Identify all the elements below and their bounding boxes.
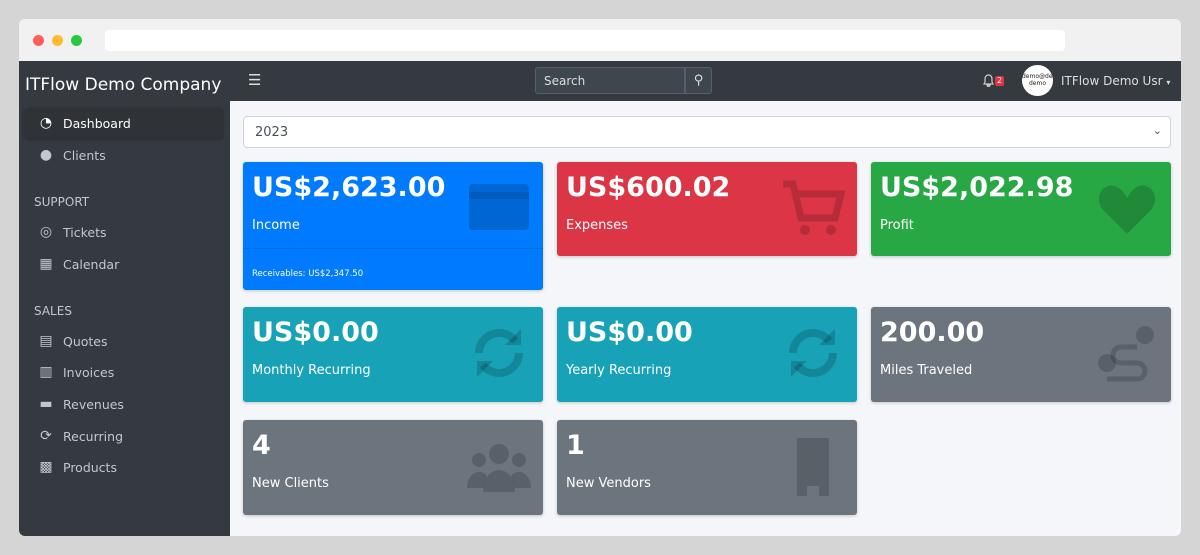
sync-icon: [789, 329, 837, 377]
sidebar-item-revenues[interactable]: ▬ Revenues: [24, 389, 223, 419]
sidebar-item-dashboard[interactable]: ◔ Dashboard: [24, 108, 223, 138]
stat-value: US$2,022.98: [880, 172, 1074, 203]
stat-value: US$600.02: [566, 172, 731, 203]
hamburger-menu-icon[interactable]: ☰: [248, 71, 262, 89]
browser-window: ITFlow Demo Company ◔ Dashboard ● Clients …: [19, 19, 1181, 536]
heart-icon: [1098, 185, 1156, 234]
stat-value: 1: [566, 430, 585, 461]
credit-card-icon: ▬: [39, 396, 53, 412]
stat-label: New Clients: [252, 476, 329, 491]
sidebar: ITFlow Demo Company ◔ Dashboard ● Clients …: [19, 61, 230, 536]
search-icon: ⚲: [693, 73, 704, 88]
stat-label: Miles Traveled: [880, 363, 973, 378]
sidebar-item-quotes[interactable]: ▤ Quotes: [24, 326, 223, 356]
stat-card-monthly-recurring[interactable]: US$0.00 Monthly Recurring: [243, 307, 543, 402]
chevron-down-icon: ⌄: [1152, 124, 1162, 137]
stat-card-profit[interactable]: US$2,022.98 Profit: [871, 162, 1171, 256]
sidebar-item-recurring[interactable]: ⟳ Recurring: [24, 421, 223, 451]
close-dot[interactable]: [33, 35, 44, 46]
stat-label: Monthly Recurring: [252, 363, 371, 378]
support-header: SUPPORT: [34, 195, 90, 209]
notification-count-badge: 2: [995, 76, 1005, 86]
stat-label: New Vendors: [566, 476, 651, 491]
avatar[interactable]: demo@demo demo: [1022, 65, 1053, 96]
sidebar-item-products[interactable]: ▩ Products: [24, 452, 223, 482]
caret-down-icon: ▾: [1166, 78, 1171, 87]
stat-card-miles-traveled[interactable]: 200.00 Miles Traveled: [871, 307, 1171, 402]
credit-card-icon: [469, 184, 529, 230]
search-button[interactable]: ⚲: [685, 67, 712, 94]
maximize-dot[interactable]: [71, 35, 82, 46]
stat-card-income[interactable]: US$2,623.00 Income Receivables: US$2,347.…: [243, 162, 543, 290]
browser-titlebar: [19, 19, 1181, 61]
receivables-text: Receivables: US$2,347.50: [252, 269, 364, 279]
tachometer-icon: ◔: [39, 115, 53, 131]
stat-value: 4: [252, 430, 271, 461]
sidebar-item-clients[interactable]: ● Clients: [24, 140, 223, 170]
box-icon: ▩: [39, 459, 53, 475]
stat-value: 200.00: [880, 317, 985, 348]
building-icon: [797, 438, 829, 496]
sales-header: SALES: [34, 304, 72, 318]
stat-label: Income: [252, 218, 300, 233]
life-ring-icon: ◎: [39, 224, 53, 240]
minimize-dot[interactable]: [52, 35, 63, 46]
stat-value: US$0.00: [252, 317, 379, 348]
year-select[interactable]: 2023 ⌄: [243, 116, 1171, 148]
sidebar-item-tickets[interactable]: ◎ Tickets: [24, 217, 223, 247]
stat-value: US$0.00: [566, 317, 693, 348]
brand-name[interactable]: ITFlow Demo Company: [25, 75, 222, 95]
stat-label: Yearly Recurring: [566, 363, 672, 378]
cart-icon: [783, 180, 845, 235]
users-icon: [467, 444, 531, 492]
notifications-bell-icon[interactable]: [983, 74, 994, 87]
stat-card-new-clients[interactable]: 4 New Clients: [243, 420, 543, 515]
calendar-icon: ▦: [39, 256, 53, 272]
sidebar-item-calendar[interactable]: ▦ Calendar: [24, 249, 223, 279]
dashboard-content: 2023 ⌄ US$2,623.00 Income Receivables: US$…: [230, 101, 1181, 536]
search-input[interactable]: Search: [535, 67, 685, 94]
file-icon: ▤: [39, 333, 53, 349]
stat-label: Profit: [880, 218, 914, 233]
stat-label: Expenses: [566, 218, 628, 233]
address-bar[interactable]: [105, 30, 1065, 51]
sync-icon: ⟳: [40, 428, 52, 444]
stat-card-new-vendors[interactable]: 1 New Vendors: [557, 420, 857, 515]
stat-card-expenses[interactable]: US$600.02 Expenses: [557, 162, 857, 256]
sidebar-item-invoices[interactable]: ▥ Invoices: [24, 357, 223, 387]
invoice-icon: ▥: [39, 364, 53, 380]
sync-icon: [475, 329, 523, 377]
route-icon: [1098, 326, 1154, 382]
stat-card-yearly-recurring[interactable]: US$0.00 Yearly Recurring: [557, 307, 857, 402]
top-navbar: ☰ Search ⚲ 2 demo@demo demo ITFlow Demo …: [230, 61, 1181, 101]
user-menu[interactable]: ITFlow Demo Usr ▾: [1061, 74, 1171, 88]
divider: [243, 248, 543, 249]
users-icon: ●: [39, 147, 53, 163]
stat-value: US$2,623.00: [252, 172, 446, 203]
